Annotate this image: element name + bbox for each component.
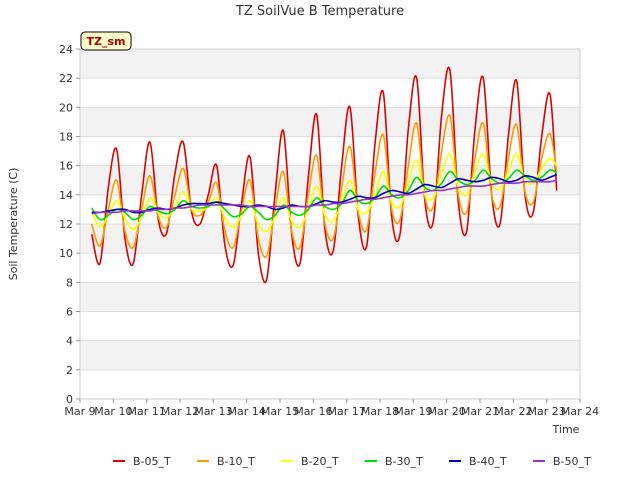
x-tick-label: Mar 10 [94, 405, 132, 418]
y-tick-label: 10 [59, 247, 73, 260]
grid-band [80, 107, 580, 137]
y-tick-label: 8 [66, 276, 73, 289]
series-lines [90, 66, 558, 284]
series-line-b-30-t [91, 169, 558, 221]
y-tick-label: 14 [59, 189, 73, 202]
tz-badge: TZ_sm [80, 31, 132, 51]
y-tick-label: 24 [59, 43, 73, 56]
y-tick-label: 20 [59, 101, 73, 114]
y-tick-label: 16 [59, 160, 73, 173]
grid-bands [80, 49, 580, 370]
x-tick-label: Mar 20 [428, 405, 466, 418]
tz-badge-box [80, 31, 132, 51]
x-tick-label: Mar 9 [64, 405, 95, 418]
y-tick-label: 4 [66, 335, 73, 348]
y-axis-label: Soil Temperature (C) [7, 168, 20, 281]
x-tick-label: Mar 11 [128, 405, 166, 418]
legend-label: B-40_T [469, 455, 507, 468]
series-line-b-50-t [91, 179, 557, 215]
legend: B-05_T B-10_T B-20_T B-30_T B-40_T B-50_T [113, 455, 591, 468]
grid-band [80, 282, 580, 312]
x-tick-label: Mar 13 [194, 405, 232, 418]
series-line-b-20-t [90, 153, 558, 233]
y-tick-label: 6 [66, 306, 73, 319]
x-tick-label: Mar 15 [261, 405, 299, 418]
grid-band [80, 340, 580, 370]
series-line-b-05-t [90, 66, 558, 284]
y-tick-label: 0 [66, 393, 73, 406]
y-tick-label: 2 [66, 364, 73, 377]
x-tick-label: Mar 19 [394, 405, 432, 418]
x-axis-label: Time [552, 423, 580, 436]
y-tick-label: 12 [59, 218, 73, 231]
legend-label: B-50_T [553, 455, 591, 468]
legend-label: B-30_T [385, 455, 423, 468]
grid-band [80, 49, 580, 79]
legend-label: B-05_T [133, 455, 171, 468]
x-tick-label: Mar 24 [561, 405, 599, 418]
x-tick-label: Mar 17 [328, 405, 366, 418]
x-tick-label: Mar 18 [361, 405, 399, 418]
x-tick-label: Mar 23 [528, 405, 566, 418]
x-tick-label: Mar 22 [494, 405, 532, 418]
legend-label: B-10_T [217, 455, 255, 468]
x-tick-label: Mar 14 [228, 405, 266, 418]
y-tick-label: 22 [59, 72, 73, 85]
x-tick-label: Mar 12 [161, 405, 199, 418]
chart-title: TZ SoilVue B Temperature [235, 4, 404, 19]
x-tick-label: Mar 16 [294, 405, 332, 418]
y-tick-label: 18 [59, 131, 73, 144]
legend-label: B-20_T [301, 455, 339, 468]
x-tick-label: Mar 21 [461, 405, 499, 418]
grid-band [80, 224, 580, 254]
tz-badge-text: TZ_sm [87, 35, 126, 48]
